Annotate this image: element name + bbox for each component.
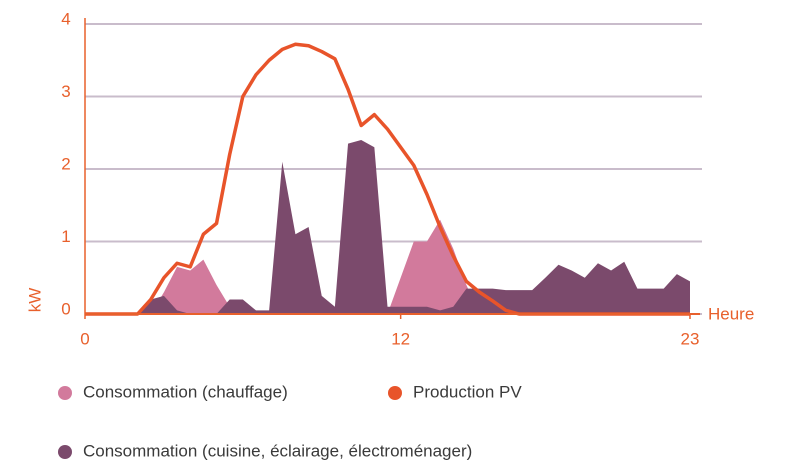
y-tick-label: 2 (61, 154, 70, 173)
legend-marker (58, 386, 72, 400)
y-tick-label: 3 (61, 82, 70, 101)
legend-label: Consommation (chauffage) (83, 382, 288, 401)
y-axis-label: kW (25, 288, 44, 313)
legend-marker (388, 386, 402, 400)
x-axis-label: Heure (708, 304, 754, 323)
legend-marker (58, 445, 72, 459)
legend-label: Production PV (413, 382, 522, 401)
x-tick-label: 0 (80, 329, 89, 348)
y-tick-label: 4 (61, 9, 70, 28)
legend-label: Consommation (cuisine, éclairage, électr… (83, 441, 472, 460)
x-tick-label: 23 (681, 329, 700, 348)
area (85, 219, 690, 314)
area (85, 140, 690, 314)
y-tick-label: 1 (61, 227, 70, 246)
y-tick-label: 0 (61, 299, 70, 318)
x-tick-label: 12 (391, 329, 410, 348)
